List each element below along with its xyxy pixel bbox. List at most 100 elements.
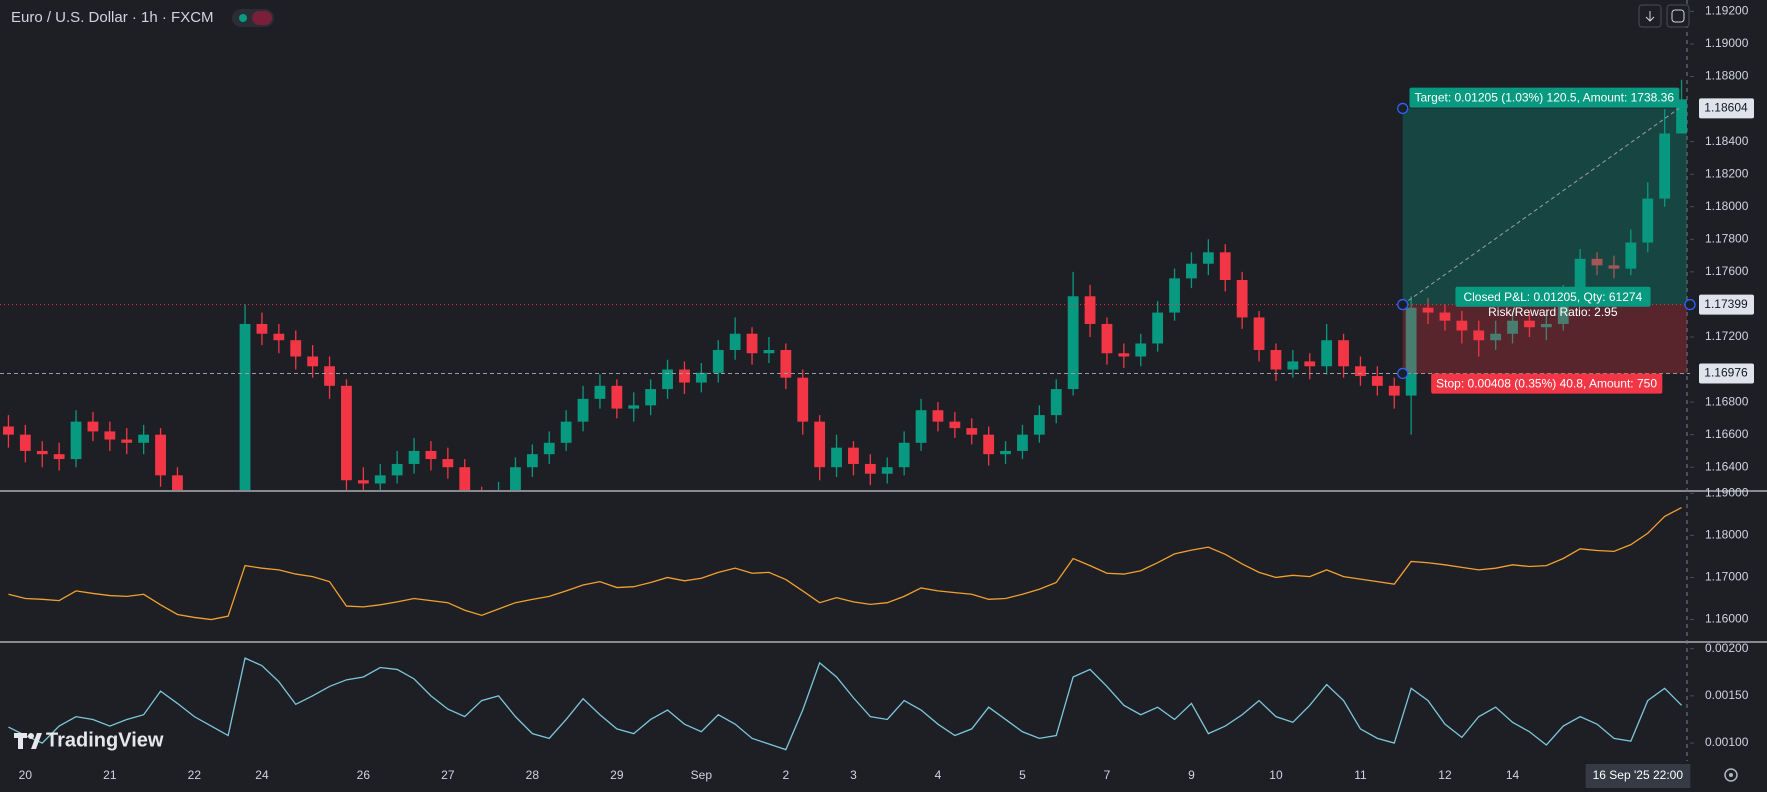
overlay: 1.19200 1.19000 1.18800 1.18400 1.18200 1.180… (19, 4, 1754, 788)
candle-body (1676, 99, 1687, 134)
y-tick-label: 1.16800 (1705, 394, 1749, 408)
status-badge (252, 11, 272, 25)
candle-body (1152, 312, 1164, 344)
x-tick-label: 3 (850, 768, 857, 782)
price-tag: 1.18604 (1704, 101, 1748, 115)
candle-body (1659, 133, 1671, 199)
price-tag-bg (1699, 294, 1754, 315)
candle-body (594, 385, 606, 399)
candle-body (1033, 415, 1045, 435)
candle-body (1439, 312, 1451, 321)
candle-body (1050, 389, 1062, 416)
target-label: Target: 0.01205 (1.03%) 120.5, Amount: 1… (1414, 91, 1674, 105)
candle-body (780, 350, 792, 378)
x-tick-label: 2 (783, 768, 790, 782)
x-tick-label: 12 (1438, 768, 1452, 782)
pnl-label-bg (1455, 286, 1651, 307)
candle-body (881, 467, 893, 474)
candle-body (560, 421, 572, 443)
candle-body (239, 323, 251, 490)
y-tick-label: 1.17600 (1705, 264, 1749, 278)
price-tag: 1.16976 (1704, 366, 1748, 380)
candle-body (442, 459, 454, 468)
candle-body (1540, 323, 1552, 328)
handle (1397, 102, 1409, 115)
candle-body (1388, 385, 1400, 396)
candle-body (1287, 361, 1299, 370)
x-tick-label: 9 (1188, 768, 1195, 782)
y-tick-label: 1.19000 (1705, 36, 1749, 50)
candle-body (1608, 265, 1620, 269)
candle-body (1405, 307, 1417, 396)
candle-body (915, 410, 927, 443)
candle-body (695, 372, 707, 383)
x-tick-label: 21 (103, 768, 117, 782)
candle-body (1169, 278, 1180, 313)
candle-body (357, 480, 369, 484)
candle-body (256, 323, 268, 334)
candle-body (1642, 198, 1654, 243)
candle-body (1253, 317, 1265, 350)
x-tick-label: 14 (1506, 768, 1520, 782)
x-tick-label: 24 (255, 768, 269, 782)
candle-body (510, 467, 521, 490)
candle-body (307, 356, 319, 367)
logo-mark (14, 733, 27, 749)
candle-body (70, 421, 82, 460)
x-tick-label: 22 (188, 768, 202, 782)
handle (1684, 298, 1696, 311)
target-label-bg (1409, 87, 1680, 108)
y-tick-label: 1.16600 (1705, 427, 1749, 441)
x-tick-label: 11 (1354, 768, 1367, 782)
line-series (8, 657, 1683, 751)
candle-body (408, 450, 420, 464)
candle-body (155, 434, 166, 476)
x-tick-label: 26 (357, 768, 371, 782)
crosshair-time: 16 Sep '25 22:00 (1593, 768, 1684, 782)
fullscreen-button[interactable] (1666, 4, 1690, 28)
y-tick-label: 1.17800 (1705, 231, 1749, 245)
settings-button[interactable] (1724, 768, 1738, 782)
y-tick-label: 1.18800 (1705, 69, 1749, 83)
candle-body (949, 421, 961, 429)
x-tick-label: 28 (526, 768, 540, 782)
candle-body (983, 434, 995, 455)
candle-body (104, 431, 116, 440)
candle-body (831, 447, 842, 468)
candle-body (1101, 323, 1113, 354)
price-tag-bg (1699, 363, 1754, 384)
candle-body (1557, 296, 1569, 324)
candle-body (543, 442, 555, 455)
candle-body (1017, 434, 1028, 451)
x-tick-label: 27 (441, 768, 455, 782)
candle-body (1507, 320, 1518, 334)
candle-body (526, 454, 538, 468)
candle-body (611, 385, 623, 409)
pnl-label: Closed P&L: 0.01205, Qty: 61274 (1463, 290, 1642, 304)
candle-body (577, 398, 589, 422)
candle-body (763, 350, 775, 354)
candle-body (459, 467, 471, 490)
close-pane (8, 506, 1682, 621)
y-tick-label: 1.17000 (1705, 570, 1749, 584)
candle-body (1591, 258, 1603, 266)
logo-mark (31, 733, 42, 749)
handle (1397, 367, 1409, 380)
candle-body (1524, 320, 1535, 328)
x-tick-label: Sep (691, 768, 713, 782)
price-tag: 1.17399 (1704, 297, 1748, 311)
candle-body (1270, 350, 1282, 370)
candle-body (1456, 320, 1468, 331)
stop-label: Stop: 0.00408 (0.35%) 40.8, Amount: 750 (1436, 377, 1657, 391)
candle-body (1473, 330, 1485, 341)
candle-body (36, 450, 48, 455)
candle-body (932, 410, 944, 422)
candle-body (121, 439, 133, 443)
line-series (8, 506, 1682, 621)
stop-label-bg (1431, 373, 1663, 394)
candle-body (645, 389, 657, 406)
logo: TradingView (14, 729, 164, 751)
y-tick-label: 1.18200 (1705, 166, 1749, 180)
